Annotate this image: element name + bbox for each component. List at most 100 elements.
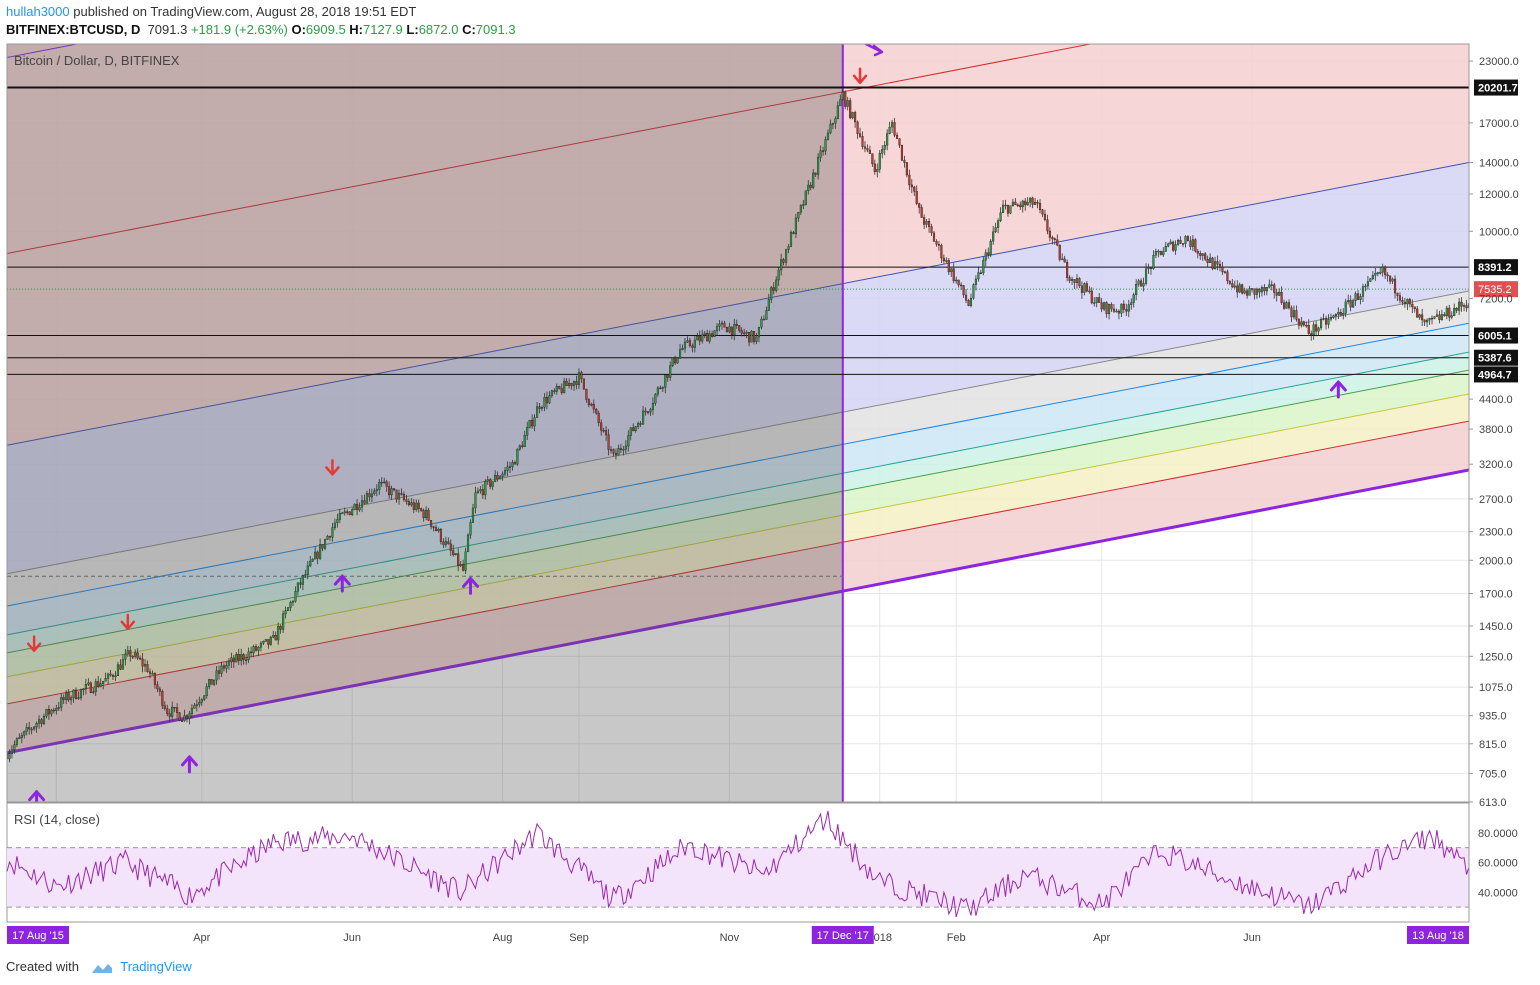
candle-body <box>1080 285 1083 293</box>
candle-body <box>1021 200 1024 208</box>
arrow-down-icon[interactable] <box>120 613 136 631</box>
candle-body <box>794 217 798 235</box>
last-price-tag[interactable] <box>1474 281 1518 298</box>
horizontal-levels[interactable] <box>7 86 1469 375</box>
candle-body <box>720 322 724 325</box>
candle-body <box>279 626 282 630</box>
candle-body <box>846 100 849 107</box>
arrow-down-icon[interactable] <box>852 67 868 85</box>
candle-body <box>1337 311 1340 315</box>
candle-body <box>1071 279 1074 281</box>
date-tag[interactable] <box>1407 926 1469 944</box>
candle-body <box>183 715 186 721</box>
candle-body <box>671 357 674 366</box>
arrow-up-icon[interactable] <box>180 755 198 774</box>
candle-body <box>730 326 733 336</box>
candle-body <box>1140 280 1143 287</box>
candle-body <box>1416 308 1419 318</box>
price-level-tag[interactable] <box>1474 259 1518 276</box>
tradingview-link[interactable]: TradingView <box>120 959 192 974</box>
date-tag[interactable] <box>811 926 874 944</box>
time-axis[interactable]: FebAprJunAugSepNov2018FebAprJun17 Aug '1… <box>7 921 1469 944</box>
candle-body <box>693 339 696 348</box>
candle-body <box>977 272 980 280</box>
candle-body <box>1236 285 1239 293</box>
candle-body <box>560 388 563 393</box>
candle-body <box>997 220 1000 228</box>
channel-line[interactable] <box>7 393 1469 678</box>
arrow-up-icon[interactable] <box>462 576 480 595</box>
author-link[interactable]: hullah3000 <box>6 4 70 19</box>
candle-body <box>1066 261 1069 278</box>
price-level-tag[interactable] <box>1474 79 1518 96</box>
price-level-tag[interactable] <box>1474 327 1518 344</box>
candle-body <box>1135 284 1138 295</box>
candle-body <box>1053 238 1056 241</box>
candle-body <box>397 493 401 500</box>
channel-line[interactable] <box>7 369 1469 654</box>
arrow-right-icon[interactable] <box>864 44 884 57</box>
arrow-up-icon[interactable] <box>333 574 351 593</box>
pitchfork-channel[interactable] <box>7 0 1469 802</box>
candle-body <box>486 479 489 482</box>
candle-body <box>688 340 691 347</box>
candle-body <box>775 279 778 291</box>
candle-body <box>481 489 484 496</box>
channel-line[interactable] <box>7 162 1469 446</box>
candle-body <box>750 331 753 343</box>
candle-body <box>572 381 576 386</box>
candle-body <box>1460 301 1463 307</box>
arrow-up-icon[interactable] <box>28 790 46 807</box>
price-level-tag[interactable] <box>1474 349 1518 366</box>
channel-line[interactable] <box>7 290 1469 575</box>
signal-arrows[interactable] <box>26 44 1347 807</box>
candle-body <box>607 434 610 450</box>
candle-body <box>570 383 573 386</box>
candle-body <box>725 327 728 333</box>
candle-body <box>494 475 497 482</box>
channel-line[interactable] <box>7 0 1469 255</box>
candle-body <box>40 719 43 724</box>
candle-body <box>664 374 667 388</box>
arrow-up-icon[interactable] <box>1329 380 1347 399</box>
candle-body <box>792 232 795 235</box>
candle-body <box>1433 316 1436 319</box>
candle-body <box>1098 297 1101 303</box>
candle-body <box>131 656 134 658</box>
candle-body <box>1095 297 1098 303</box>
tradingview-logo-icon <box>91 963 112 973</box>
price-level-tag[interactable] <box>1474 366 1518 383</box>
candle-body <box>770 287 773 300</box>
candle-body <box>1009 205 1012 214</box>
channel-line[interactable] <box>7 322 1469 607</box>
date-tag[interactable] <box>7 926 69 944</box>
candle-body <box>654 393 657 404</box>
rsi-pane[interactable]: 80.0000 60.0000 40.0000 <box>6 802 1518 923</box>
candle-body <box>772 287 775 291</box>
candle-body <box>817 157 820 175</box>
candle-body <box>28 727 31 730</box>
candle-body <box>718 323 721 327</box>
candle-body <box>126 650 129 655</box>
arrow-down-icon[interactable] <box>26 635 42 652</box>
candle-body <box>923 217 926 225</box>
candle-body <box>380 481 383 484</box>
price-tick-label: 613.0 <box>1479 797 1507 809</box>
channel-median-line[interactable] <box>7 468 1469 755</box>
arrow-down-icon[interactable] <box>325 459 340 476</box>
candle-body <box>1078 278 1081 286</box>
candle-body <box>254 646 258 651</box>
candle-body <box>1031 197 1034 205</box>
candle-body <box>471 507 475 523</box>
price-axis[interactable]: 23000.0 20201.7 17000.0 14000.0 12000.0 10000… <box>6 43 1519 922</box>
candle-body <box>1307 324 1310 334</box>
channel-line[interactable] <box>7 420 1469 705</box>
candle-body <box>999 212 1002 221</box>
price-tick-label: 3800.0 <box>1479 424 1513 436</box>
candle-body <box>1024 200 1027 206</box>
channel-band <box>7 291 1469 607</box>
candle-body <box>84 684 87 690</box>
channel-line[interactable] <box>7 351 1469 636</box>
candle-body <box>1305 324 1308 327</box>
